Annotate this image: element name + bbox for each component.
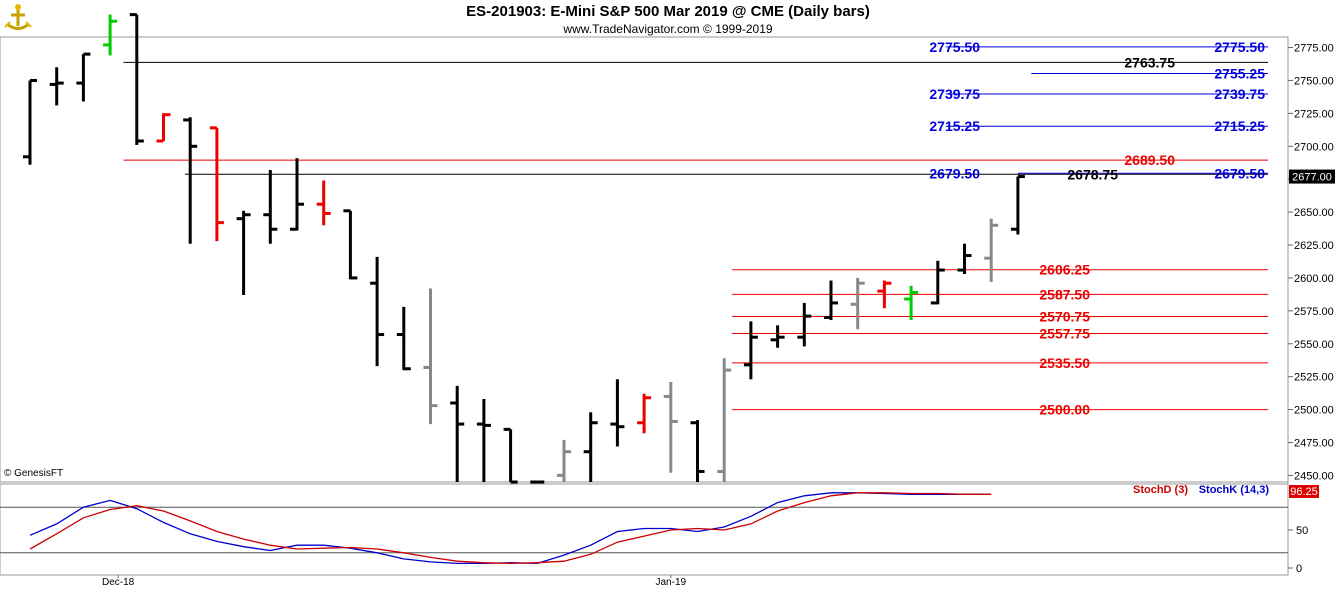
level-label-right: 2678.75 <box>1067 166 1118 182</box>
ohlc-bar <box>850 277 865 330</box>
ohlc-bar <box>770 325 785 348</box>
ohlc-bar <box>637 393 652 434</box>
price-axis-tick-label: 2750.00 <box>1294 75 1334 87</box>
level-label-right: 2679.50 <box>1214 165 1265 181</box>
price-axis-tick-label: 2500.00 <box>1294 405 1334 417</box>
level-label-right: 2715.25 <box>1214 118 1265 134</box>
stochastic-legend-item: StochD (3) <box>1133 484 1188 496</box>
last-price-tag <box>1289 169 1335 184</box>
stochastic-axis-label: 50 <box>1296 525 1308 537</box>
ohlc-bar <box>236 210 251 296</box>
ohlc-bar <box>23 78 37 165</box>
stochastic-axis-label: 0 <box>1296 563 1302 575</box>
ohlc-bar <box>557 439 571 482</box>
ohlc-bar <box>316 180 331 226</box>
ohlc-bar <box>129 13 144 145</box>
stochastic-panel <box>0 483 1289 576</box>
ohlc-bar <box>290 158 304 231</box>
level-label-left: 2739.75 <box>929 86 980 102</box>
price-axis-tick-label: 2650.00 <box>1294 207 1334 219</box>
x-axis-label: Jan-19 <box>656 577 687 588</box>
ohlc-bar <box>1010 175 1025 235</box>
ohlc-bar <box>343 209 358 280</box>
ohlc-bar <box>476 399 491 482</box>
stochastic-line-stochk <box>29 492 992 565</box>
level-label-left: 2715.25 <box>929 118 980 134</box>
chart-subtitle: www.TradeNavigator.com © 1999-2019 <box>563 22 773 36</box>
chart-title: ES-201903: E-Mini S&P 500 Mar 2019 @ CME… <box>466 3 870 20</box>
ohlc-bar <box>396 306 411 371</box>
stochastic-last-value: 96.25 <box>1290 486 1318 498</box>
price-axis-tick-label: 2625.00 <box>1294 240 1334 252</box>
ohlc-bar <box>610 379 625 447</box>
ohlc-bar <box>156 113 171 143</box>
ohlc-bar <box>663 381 678 473</box>
level-label-right: 2755.25 <box>1214 66 1265 82</box>
price-axis-tick-label: 2450.00 <box>1294 470 1334 482</box>
ohlc-bar <box>103 14 118 56</box>
level-label-right: 2500.00 <box>1039 402 1090 418</box>
price-axis-tick-label: 2575.00 <box>1294 306 1334 318</box>
ohlc-bar <box>717 358 732 482</box>
stochastic-line-stochd <box>29 492 992 565</box>
level-label-right: 2557.75 <box>1039 326 1090 342</box>
level-label-right: 2587.50 <box>1039 286 1090 302</box>
chart-header: ES-201903: E-Mini S&P 500 Mar 2019 @ CME… <box>0 0 1336 37</box>
price-axis-tick-label: 2775.00 <box>1294 43 1334 55</box>
ohlc-bar <box>690 420 705 482</box>
price-axis-tick-label: 2700.00 <box>1294 141 1334 153</box>
ohlc-bar <box>503 427 518 484</box>
ohlc-bar <box>423 288 438 425</box>
ohlc-bar <box>824 280 838 321</box>
stochastic-last-value-tag <box>1289 485 1319 498</box>
price-axis-tick-label: 2550.00 <box>1294 339 1334 351</box>
ohlc-bar <box>957 243 972 274</box>
ohlc-bar <box>183 117 198 244</box>
level-label-left: 2679.50 <box>929 165 980 181</box>
level-label-right: 2535.50 <box>1039 355 1090 371</box>
copyright-label: © GenesisFT <box>4 468 64 479</box>
level-label-right: 2775.50 <box>1214 39 1265 55</box>
level-label-right: 2763.75 <box>1124 54 1175 70</box>
ohlc-bar <box>743 321 758 380</box>
level-labels: 2775.50 2775.50 2763.75 2755.25 2739.75 2739.… <box>929 39 1265 418</box>
ohlc-bar <box>877 280 892 309</box>
ohlc-bar <box>49 67 64 106</box>
ohlc-bar <box>583 412 598 482</box>
price-axis-tick-label: 2600.00 <box>1294 273 1334 285</box>
ohlc-bar <box>76 52 91 102</box>
level-lines <box>123 46 1268 411</box>
level-label-right: 2739.75 <box>1214 86 1265 102</box>
price-axis-tick-label: 2525.00 <box>1294 372 1334 384</box>
last-price-label: 2677.00 <box>1292 172 1332 184</box>
price-axis-tick-label: 2475.00 <box>1294 438 1334 450</box>
ohlc-bar <box>370 256 385 367</box>
price-axis-tick-label: 2725.00 <box>1294 108 1334 120</box>
ohlc-bar <box>263 169 278 244</box>
level-label-left: 2775.50 <box>929 39 980 55</box>
stochastic-legend-item: StochK (14,3) <box>1199 484 1270 496</box>
ohlc-bar <box>450 385 465 482</box>
level-label-right: 2570.75 <box>1039 308 1090 324</box>
ohlc-bar <box>904 285 919 321</box>
ohlc-bars <box>23 13 1025 484</box>
ohlc-bar <box>209 126 224 242</box>
level-label-right: 2606.25 <box>1039 262 1090 278</box>
level-label-right: 2689.50 <box>1124 152 1175 168</box>
ohlc-bar <box>797 302 812 347</box>
trade-navigator-logo-icon <box>2 2 34 34</box>
ohlc-bar <box>984 218 999 282</box>
x-axis-label: Dec-18 <box>102 577 135 588</box>
ohlc-bar <box>930 260 945 305</box>
